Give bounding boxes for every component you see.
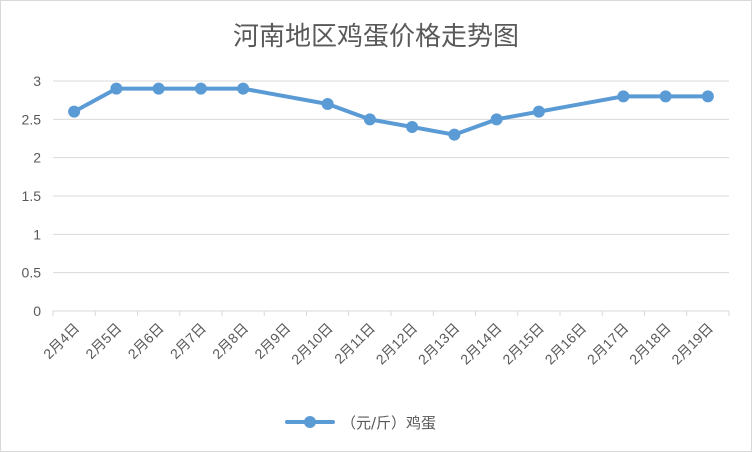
- series-eggs: [68, 82, 714, 141]
- chart-title: 河南地区鸡蛋价格走势图: [233, 22, 519, 52]
- y-tick-label: 1: [33, 226, 41, 242]
- data-point[interactable]: [617, 90, 630, 103]
- x-tick-label: 2月16日: [542, 320, 590, 368]
- x-tick-label: 2月9日: [251, 320, 293, 362]
- y-tick-labels: 0 0.5 1 1.5 2 2.5 3: [22, 73, 42, 319]
- gridlines: [53, 80, 729, 274]
- data-point[interactable]: [237, 82, 250, 95]
- data-point[interactable]: [321, 98, 334, 110]
- data-point[interactable]: [406, 121, 419, 133]
- axes: [52, 310, 730, 316]
- data-point[interactable]: [532, 105, 545, 118]
- x-tick-label: 2月10日: [288, 320, 336, 368]
- x-tick-label: 2月14日: [457, 320, 505, 368]
- x-tick-labels: 2月4日 2月5日 2月6日 2月7日 2月8日 2月9日2月10日2月11日2月12日2…: [40, 320, 716, 368]
- x-tick-label: 2月18日: [626, 320, 674, 368]
- x-tick-label: 2月5日: [82, 320, 124, 362]
- data-point[interactable]: [363, 113, 376, 126]
- data-point[interactable]: [152, 82, 165, 95]
- data-point[interactable]: [68, 105, 81, 118]
- data-point[interactable]: [701, 90, 714, 103]
- x-tick-label: 2月4日: [40, 320, 82, 362]
- y-tick-label: 2: [33, 150, 41, 166]
- x-tick-label: 2月13日: [415, 320, 463, 368]
- y-tick-label: 1.5: [22, 188, 42, 204]
- x-tick-label: 2月15日: [499, 320, 547, 368]
- x-tick-label: 2月17日: [584, 320, 632, 368]
- y-tick-label: 0: [33, 303, 41, 319]
- data-point[interactable]: [448, 128, 461, 141]
- x-tick-label: 2月19日: [668, 320, 716, 368]
- x-tick-label: 2月8日: [209, 320, 251, 362]
- series-line: [72, 86, 710, 137]
- data-point[interactable]: [194, 82, 207, 95]
- x-tick-label: 2月7日: [167, 320, 209, 362]
- y-tick-label: 2.5: [22, 111, 42, 127]
- data-point[interactable]: [659, 90, 672, 103]
- x-tick-label: 2月12日: [373, 320, 421, 368]
- legend[interactable]: （元/斤）鸡蛋: [285, 414, 436, 432]
- y-tick-label: 0.5: [22, 265, 42, 281]
- legend-label: （元/斤）鸡蛋: [341, 414, 436, 432]
- legend-dot-marker: [304, 416, 316, 428]
- y-tick-label: 3: [33, 73, 41, 89]
- x-tick-label: 2月11日: [331, 320, 378, 367]
- data-point[interactable]: [490, 113, 503, 126]
- x-tick-label: 2月6日: [125, 320, 167, 362]
- data-point[interactable]: [110, 82, 123, 95]
